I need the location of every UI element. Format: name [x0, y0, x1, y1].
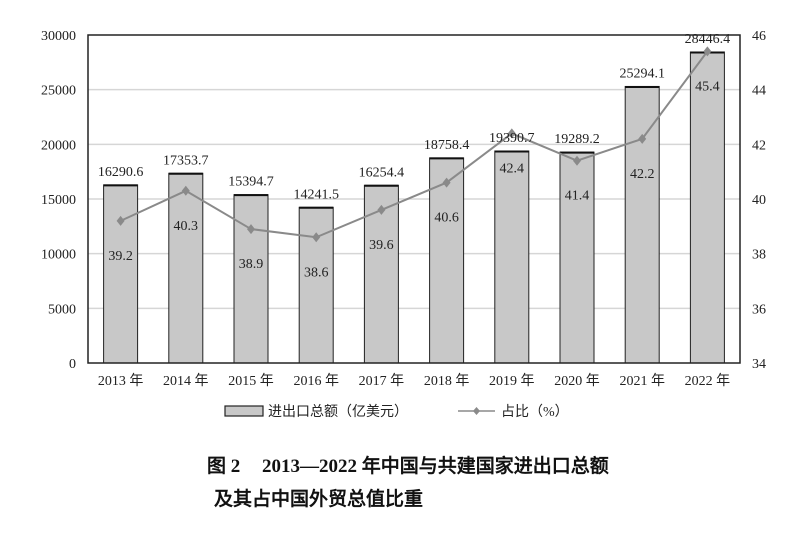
ratio-value-label: 42.2 [630, 167, 655, 182]
y2-tick-label: 46 [752, 29, 766, 44]
x-tick-label: 2021 年 [619, 373, 665, 389]
x-tick-label: 2016 年 [293, 373, 339, 389]
ratio-marker [312, 232, 321, 243]
x-tick-label: 2014 年 [163, 373, 209, 389]
bar-value-label: 19390.7 [489, 131, 535, 146]
ratio-value-label: 39.6 [369, 238, 394, 253]
bar [559, 151, 595, 364]
y-tick-label: 30000 [41, 29, 76, 44]
bar [494, 150, 530, 364]
ratio-marker [442, 177, 451, 188]
ratio-marker [181, 185, 190, 196]
title-line-1: 2013—2022 年中国与共建国家进出口总额 [262, 454, 609, 477]
bar [298, 206, 334, 364]
ratio-marker [377, 204, 386, 215]
ratio-marker [638, 133, 647, 144]
y2-tick-label: 42 [752, 138, 766, 153]
ratio-value-label: 45.4 [695, 79, 720, 94]
ratio-polyline [120, 50, 709, 239]
bar-value-label: 18758.4 [424, 138, 470, 153]
ratio-value-label: 41.4 [565, 189, 590, 204]
plot-frame [87, 34, 741, 364]
ratio-marker [247, 224, 255, 235]
x-tick-label: 2017 年 [359, 373, 405, 389]
bar [168, 172, 204, 364]
legend-bar-label: 进出口总额（亿美元） [268, 404, 408, 420]
y2-tick-label: 40 [752, 193, 766, 208]
ratio-value-label: 40.3 [174, 219, 199, 234]
legend-diamond-marker [473, 407, 480, 415]
ratio-value-label: 38.9 [239, 257, 264, 272]
bar-value-label: 14241.5 [293, 187, 339, 202]
y-tick-label: 10000 [41, 248, 76, 263]
x-tick-label: 2013 年 [98, 373, 144, 389]
x-tick-label: 2020 年 [554, 373, 600, 389]
bar-value-label: 15394.7 [228, 175, 274, 190]
ratio-marker [573, 155, 581, 166]
bar [624, 85, 660, 364]
bar-value-label: 17353.7 [163, 153, 209, 168]
figure-number: 图 2 [207, 455, 240, 477]
legend: 进出口总额（亿美元） 占比（%） [224, 404, 569, 420]
y-tick-label: 20000 [41, 138, 76, 153]
bar-value-label: 16290.6 [98, 165, 144, 180]
x-tick-label: 2019 年 [489, 373, 535, 389]
axes: 0 5000 10000 15000 20000 25000 30000 34 36 38 40 42… [41, 29, 766, 389]
ratio-value-label: 40.6 [434, 211, 459, 226]
bar-value-label: 16254.4 [359, 165, 405, 180]
ratio-marker [507, 128, 516, 139]
x-tick-label: 2015 年 [228, 373, 274, 389]
ratio-value-label: 38.6 [304, 265, 329, 280]
title-line-2: 及其占中国外贸总值比重 [214, 487, 423, 510]
y-tick-label: 5000 [48, 302, 76, 317]
y2-tick-label: 44 [752, 84, 766, 99]
bar-value-label: 25294.1 [619, 66, 665, 81]
y-tick-label: 0 [69, 357, 76, 372]
y-tick-label: 15000 [41, 193, 76, 208]
x-tick-label: 2022 年 [685, 373, 731, 389]
y2-tick-label: 34 [752, 357, 766, 372]
data-labels: 16290.6 17353.7 15394.7 14241.5 16254.4 18758… [98, 32, 730, 280]
ratio-value-label: 39.2 [108, 249, 133, 264]
bar [429, 157, 465, 364]
bar [233, 194, 269, 364]
bar-value-label: 19289.2 [554, 132, 600, 147]
chart-title: 图 2 2013—2022 年中国与共建国家进出口总额 及其占中国外贸总值比重 [207, 454, 609, 510]
ratio-value-label: 42.4 [500, 161, 525, 176]
y2-tick-label: 38 [752, 248, 766, 263]
legend-bar-swatch [224, 405, 264, 417]
legend-line-label: 占比（%） [501, 404, 569, 420]
y2-tick-label: 36 [752, 302, 766, 317]
ratio-marker [116, 215, 125, 226]
y-tick-label: 25000 [41, 84, 76, 99]
bar-value-label: 28446.4 [685, 32, 731, 47]
ratio-line [116, 46, 712, 243]
ratio-marker [703, 46, 712, 57]
x-tick-label: 2018 年 [424, 373, 470, 389]
bar [103, 184, 139, 364]
bar [689, 51, 725, 364]
bars [103, 51, 725, 364]
